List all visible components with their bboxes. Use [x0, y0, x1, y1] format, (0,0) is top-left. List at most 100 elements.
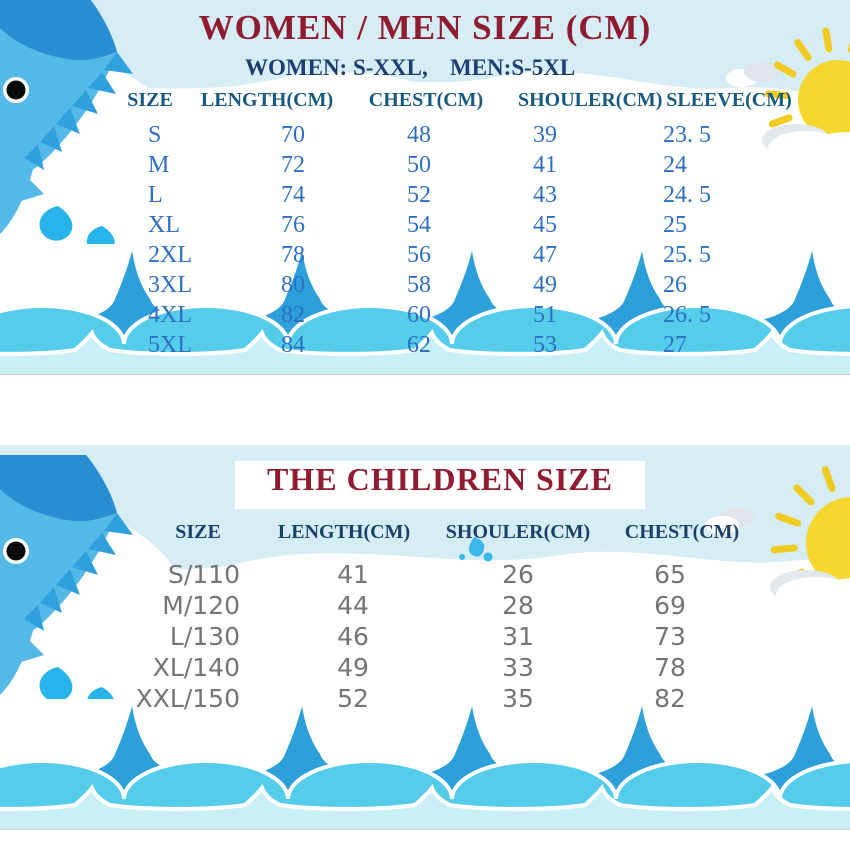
table-cell: 4XL: [148, 302, 192, 328]
table-cell: 46: [337, 622, 369, 651]
table-cell: 45: [533, 212, 557, 238]
page-title: THE CHILDREN SIZE: [267, 461, 613, 497]
table-cell: 53: [533, 332, 557, 358]
table-row: M 72 50 41 24: [100, 150, 793, 180]
children-size-panel: THE CHILDREN SIZE SIZE LENGTH(CM) SHOULER(…: [0, 445, 850, 830]
table-cell: 44: [337, 591, 369, 620]
table-cell: 26: [502, 560, 534, 589]
table-cell: 48: [407, 122, 431, 148]
table-cell: 84: [281, 332, 305, 358]
table-cell: 43: [533, 182, 557, 208]
water-droplet: [459, 537, 493, 562]
table-cell: 49: [337, 653, 369, 682]
table-cell: 35: [502, 684, 534, 713]
table-cell: 24. 5: [663, 182, 711, 208]
table-cell: 25: [663, 212, 687, 238]
shark-teeth: [24, 513, 133, 631]
table-cell: 23. 5: [663, 122, 711, 148]
table-row: XL 76 54 45 25: [100, 210, 793, 240]
column-header: CHEST(CM): [624, 521, 740, 543]
table-row: 3XL 80 58 49 26: [100, 270, 793, 300]
table-cell: 2XL: [148, 242, 192, 268]
table-cell: 31: [502, 622, 534, 651]
column-header: CHEST(CM): [368, 89, 484, 111]
panel2-decoration: [0, 455, 850, 785]
table-cell: 3XL: [148, 272, 192, 298]
wave-light: [0, 784, 850, 829]
children-title-box: THE CHILDREN SIZE: [235, 461, 645, 509]
column-header: SLEEVE(CM): [666, 89, 792, 111]
water-droplet: [39, 206, 73, 241]
table-row: L/130 46 31 73: [120, 621, 770, 652]
table-cell: 26: [663, 272, 687, 298]
table-cell: 54: [407, 212, 431, 238]
shark-teeth: [24, 52, 133, 170]
women-men-table-body: S 70 48 39 23. 5 M 72 50 41 24 L 74 52 43 24. 5 XL 76 54 4…: [100, 120, 793, 360]
cloud-shape: [744, 62, 780, 82]
table-cell: M/120: [162, 591, 240, 620]
table-cell: 74: [281, 182, 305, 208]
table-cell: 72: [281, 152, 305, 178]
shark-illustration: [0, 455, 133, 716]
table-cell: 78: [281, 242, 305, 268]
table-cell: S: [148, 122, 162, 148]
column-header: SIZE: [175, 521, 221, 543]
sun-icon: [762, 27, 850, 168]
table-cell: S/110: [167, 560, 240, 589]
children-table-header: SIZE LENGTH(CM) SHOULER(CM) CHEST(CM): [120, 518, 740, 546]
sun-icon: [770, 466, 850, 616]
table-cell: L: [148, 182, 163, 208]
table-cell: 58: [407, 272, 431, 298]
table-cell: 24: [663, 152, 687, 178]
panel1-decoration: [0, 0, 850, 315]
table-cell: 52: [337, 684, 369, 713]
table-cell: 82: [654, 684, 686, 713]
women-men-table-header: SIZE LENGTH(CM) CHEST(CM) SHOULER(CM) SLEEVE…: [100, 86, 820, 114]
wave-light: [0, 329, 850, 374]
table-cell: 33: [502, 653, 534, 682]
column-header: SIZE: [127, 89, 173, 111]
table-row: 4XL 82 60 51 26. 5: [100, 300, 793, 330]
table-cell: 52: [407, 182, 431, 208]
column-header: LENGTH(CM): [277, 521, 411, 543]
table-cell: 26. 5: [663, 302, 711, 328]
cloud-shape: [0, 551, 850, 735]
shark-illustration: [0, 0, 133, 255]
table-cell: 49: [533, 272, 557, 298]
table-cell: XXL/150: [135, 684, 240, 713]
table-row: S/110 41 26 65: [120, 559, 770, 590]
table-cell: 5XL: [148, 332, 192, 358]
table-cell: 56: [407, 242, 431, 268]
table-row: 2XL 78 56 47 25. 5: [100, 240, 793, 270]
table-cell: 70: [281, 122, 305, 148]
cloud-shape: [0, 71, 850, 270]
table-cell: 69: [654, 591, 686, 620]
table-cell: 73: [654, 622, 686, 651]
table-cell: XL/140: [152, 653, 240, 682]
table-row: XXL/150 52 35 82: [120, 683, 770, 714]
table-cell: 78: [654, 653, 686, 682]
table-cell: 27: [663, 332, 687, 358]
column-header: SHOULER(CM): [518, 89, 663, 111]
table-cell: L/130: [169, 622, 240, 651]
table-row: M/120 44 28 69: [120, 590, 770, 621]
table-cell: 41: [337, 560, 369, 589]
table-row: S 70 48 39 23. 5: [100, 120, 793, 150]
table-row: XL/140 49 33 78: [120, 652, 770, 683]
page-title: WOMEN / MEN SIZE (CM): [198, 8, 652, 47]
women-men-size-panel: WOMEN / MEN SIZE (CM) WOMEN: S-XXL, MEN:…: [0, 0, 850, 375]
table-row: L 74 52 43 24. 5: [100, 180, 793, 210]
table-cell: 28: [502, 591, 534, 620]
column-header: LENGTH(CM): [200, 89, 334, 111]
cloud-shape: [705, 516, 739, 534]
table-cell: 39: [533, 122, 557, 148]
water-droplet: [39, 667, 73, 702]
table-cell: 47: [533, 242, 557, 268]
table-cell: 25. 5: [663, 242, 711, 268]
table-cell: 51: [533, 302, 557, 328]
table-cell: 50: [407, 152, 431, 178]
wave-decoration: [0, 244, 850, 374]
column-header: SHOULER(CM): [445, 521, 591, 543]
table-cell: 82: [281, 302, 305, 328]
